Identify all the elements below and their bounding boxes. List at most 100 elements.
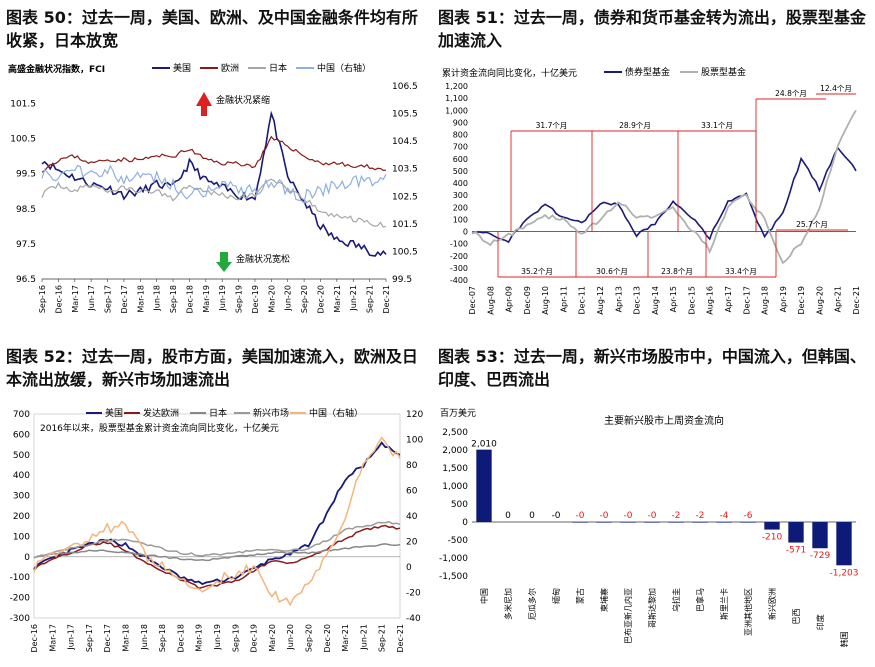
chart-51-xtick: Aug-14 [651, 286, 660, 315]
chart-53-data-label: -729 [810, 551, 831, 561]
chart-50-legend-1-label: 欧洲 [221, 62, 239, 74]
title-chart-53: 图表 53：过去一周，新兴市场股市中，中国流入，但韩国、印度、巴西流出 [438, 347, 866, 389]
chart-53-category: 印度 [815, 614, 825, 630]
chart-53-ytick: 0 [462, 518, 468, 528]
chart-50-legend-0-label: 美国 [173, 62, 191, 74]
chart-51: 累计资金流向同比变化，十亿美元 债券型基金 股票型基金 -400 -300 -200 -10… [442, 66, 861, 315]
chart-53-data-label: -0 [648, 511, 657, 521]
arrow-down-icon [216, 252, 232, 272]
chart-51-ytick: 1,200 [445, 82, 468, 91]
chart-53-data-label: -4 [720, 511, 729, 521]
chart-53-bar [572, 522, 588, 523]
chart-53-ytick: 2,500 [442, 428, 468, 438]
chart-53-bar [764, 522, 780, 530]
chart-51-xtick: Dec-21 [852, 286, 861, 315]
chart-50-xtick: Sep-19 [235, 285, 244, 313]
chart-52-xtick: Jun-21 [359, 624, 368, 651]
chart-51-series-0 [471, 146, 857, 244]
chart-50-annotation-loose: 金融状况宽松 [236, 253, 290, 265]
chart-52-series-0 [33, 441, 401, 586]
chart-50-xtick: Dec-20 [316, 285, 325, 314]
chart-50-y2tick: 99.5 [392, 275, 412, 285]
chart-52-legend-2-label: 日本 [209, 407, 227, 419]
chart-52-y2tick: 120 [406, 410, 423, 420]
chart-53-ytick: -1,500 [439, 572, 468, 582]
chart-51-xtick: Apr-11 [559, 286, 568, 312]
chart-53-category: 厄瓜多尔 [527, 588, 537, 620]
chart-50-ytick: 97.5 [16, 240, 36, 250]
chart-53-ytick: -500 [448, 536, 469, 546]
chart-53-category: 中国 [479, 588, 489, 604]
chart-51-ytick: 500 [453, 167, 468, 176]
chart-52-xtick: Mar-21 [341, 624, 350, 652]
chart-52-ytick: 200 [13, 512, 30, 522]
chart-52-xtick: Sep-19 [231, 624, 240, 652]
chart-51-top-label: 33.1个月 [701, 121, 733, 130]
chart-52-xtick: Dec-20 [323, 624, 332, 653]
chart-51-legend-1-label: 股票型基金 [701, 66, 746, 78]
chart-51-xtick: Dec-09 [523, 286, 532, 315]
chart-52-xtick: Sep-20 [305, 624, 314, 652]
chart-51-xtick: Apr-17 [724, 286, 733, 312]
chart-51-subtitle: 累计资金流向同比变化，十亿美元 [442, 67, 577, 79]
chart-50-xtick: Sep-20 [300, 285, 309, 313]
chart-52-y2tick: 0 [406, 563, 412, 573]
chart-53-category: 缅甸 [551, 588, 561, 604]
chart-52-xtick: Mar-20 [268, 624, 277, 652]
chart-51-xtick: Dec-13 [633, 286, 642, 315]
chart-51-xtick: Aug-08 [486, 286, 495, 315]
chart-52-xtick: Jun-19 [213, 624, 222, 651]
chart-51-xtick: Apr-19 [779, 286, 788, 312]
chart-50-xtick: Dec-18 [185, 285, 194, 314]
chart-52-ytick: 100 [13, 532, 30, 542]
chart-51-bottom-label: 23.8个月 [661, 267, 693, 276]
chart-53-data-label: 0 [505, 511, 511, 521]
chart-52-xtick: Dec-18 [176, 624, 185, 653]
chart-51-ytick: 300 [453, 191, 468, 200]
chart-50: 高盛金融状况指数，FCI 美国 欧洲 日本 中国（右轴） 96.5 97.5 98.5 99.5… [8, 62, 418, 314]
chart-53-category: 巴拿马 [695, 588, 705, 612]
chart-53-bar [476, 449, 492, 522]
chart-52-xtick: Mar-17 [48, 624, 57, 652]
chart-51-xtick: Aug-18 [761, 286, 770, 315]
chart-50-series-2 [41, 178, 387, 228]
chart-50-xtick: Dec-19 [251, 285, 260, 314]
chart-53-category: 亚洲其他地区 [743, 588, 753, 636]
chart-52-frame [33, 413, 401, 619]
chart-51-series-1 [471, 109, 857, 265]
chart-50-xtick: Sep-16 [38, 285, 47, 313]
chart-50-xtick: Sep-18 [169, 285, 178, 313]
chart-50-y2tick: 103.5 [392, 165, 418, 175]
chart-50-ytick: 96.5 [16, 275, 36, 285]
chart-53-bar [836, 522, 852, 566]
chart-50-xtick: Jun-21 [349, 285, 358, 312]
chart-50-xtick: Sep-17 [104, 285, 113, 313]
chart-52-xtick: Dec-17 [103, 624, 112, 653]
chart-52-ytick: 400 [13, 471, 30, 481]
chart-53-bar [716, 522, 732, 523]
chart-52-xtick: Mar-19 [195, 624, 204, 652]
chart-51-xtick: Aug-16 [706, 286, 715, 315]
chart-52-y2tick: 100 [406, 436, 423, 446]
title-chart-51: 图表 51：过去一周，债券和货币基金转为流出，股票型基金加速流入 [438, 8, 866, 50]
chart-53-bar [692, 522, 708, 523]
chart-51-xtick: Aug-12 [596, 286, 605, 315]
chart-53-category: 蒙古 [575, 588, 585, 604]
chart-52-xtick: Sep-17 [85, 624, 94, 652]
chart-50-xtick: Mar-17 [71, 285, 80, 313]
chart-53-category: 多米尼加 [503, 588, 513, 620]
chart-51-top-label: 12.4个月 [820, 84, 852, 93]
chart-50-xtick: Jun-17 [87, 285, 96, 312]
chart-51-xtick: Apr-15 [669, 286, 678, 312]
chart-52-ytick: 500 [13, 451, 30, 461]
chart-53-category: 乌拉圭 [671, 588, 681, 612]
chart-50-y2tick: 105.5 [392, 110, 418, 120]
chart-51-xtick: Aug-20 [815, 286, 824, 315]
chart-52-ytick: -300 [10, 614, 31, 624]
chart-51-xtick: Dec-17 [742, 286, 751, 315]
chart-50-y2tick: 104.5 [392, 137, 418, 147]
chart-53-data-label: -0 [552, 511, 561, 521]
chart-52: 美国 发达欧洲 日本 新兴市场 中国（右轴） 2016年以来，股票型基金累计资金流向同比变… [10, 407, 424, 653]
chart-53-data-label: -571 [786, 546, 806, 556]
